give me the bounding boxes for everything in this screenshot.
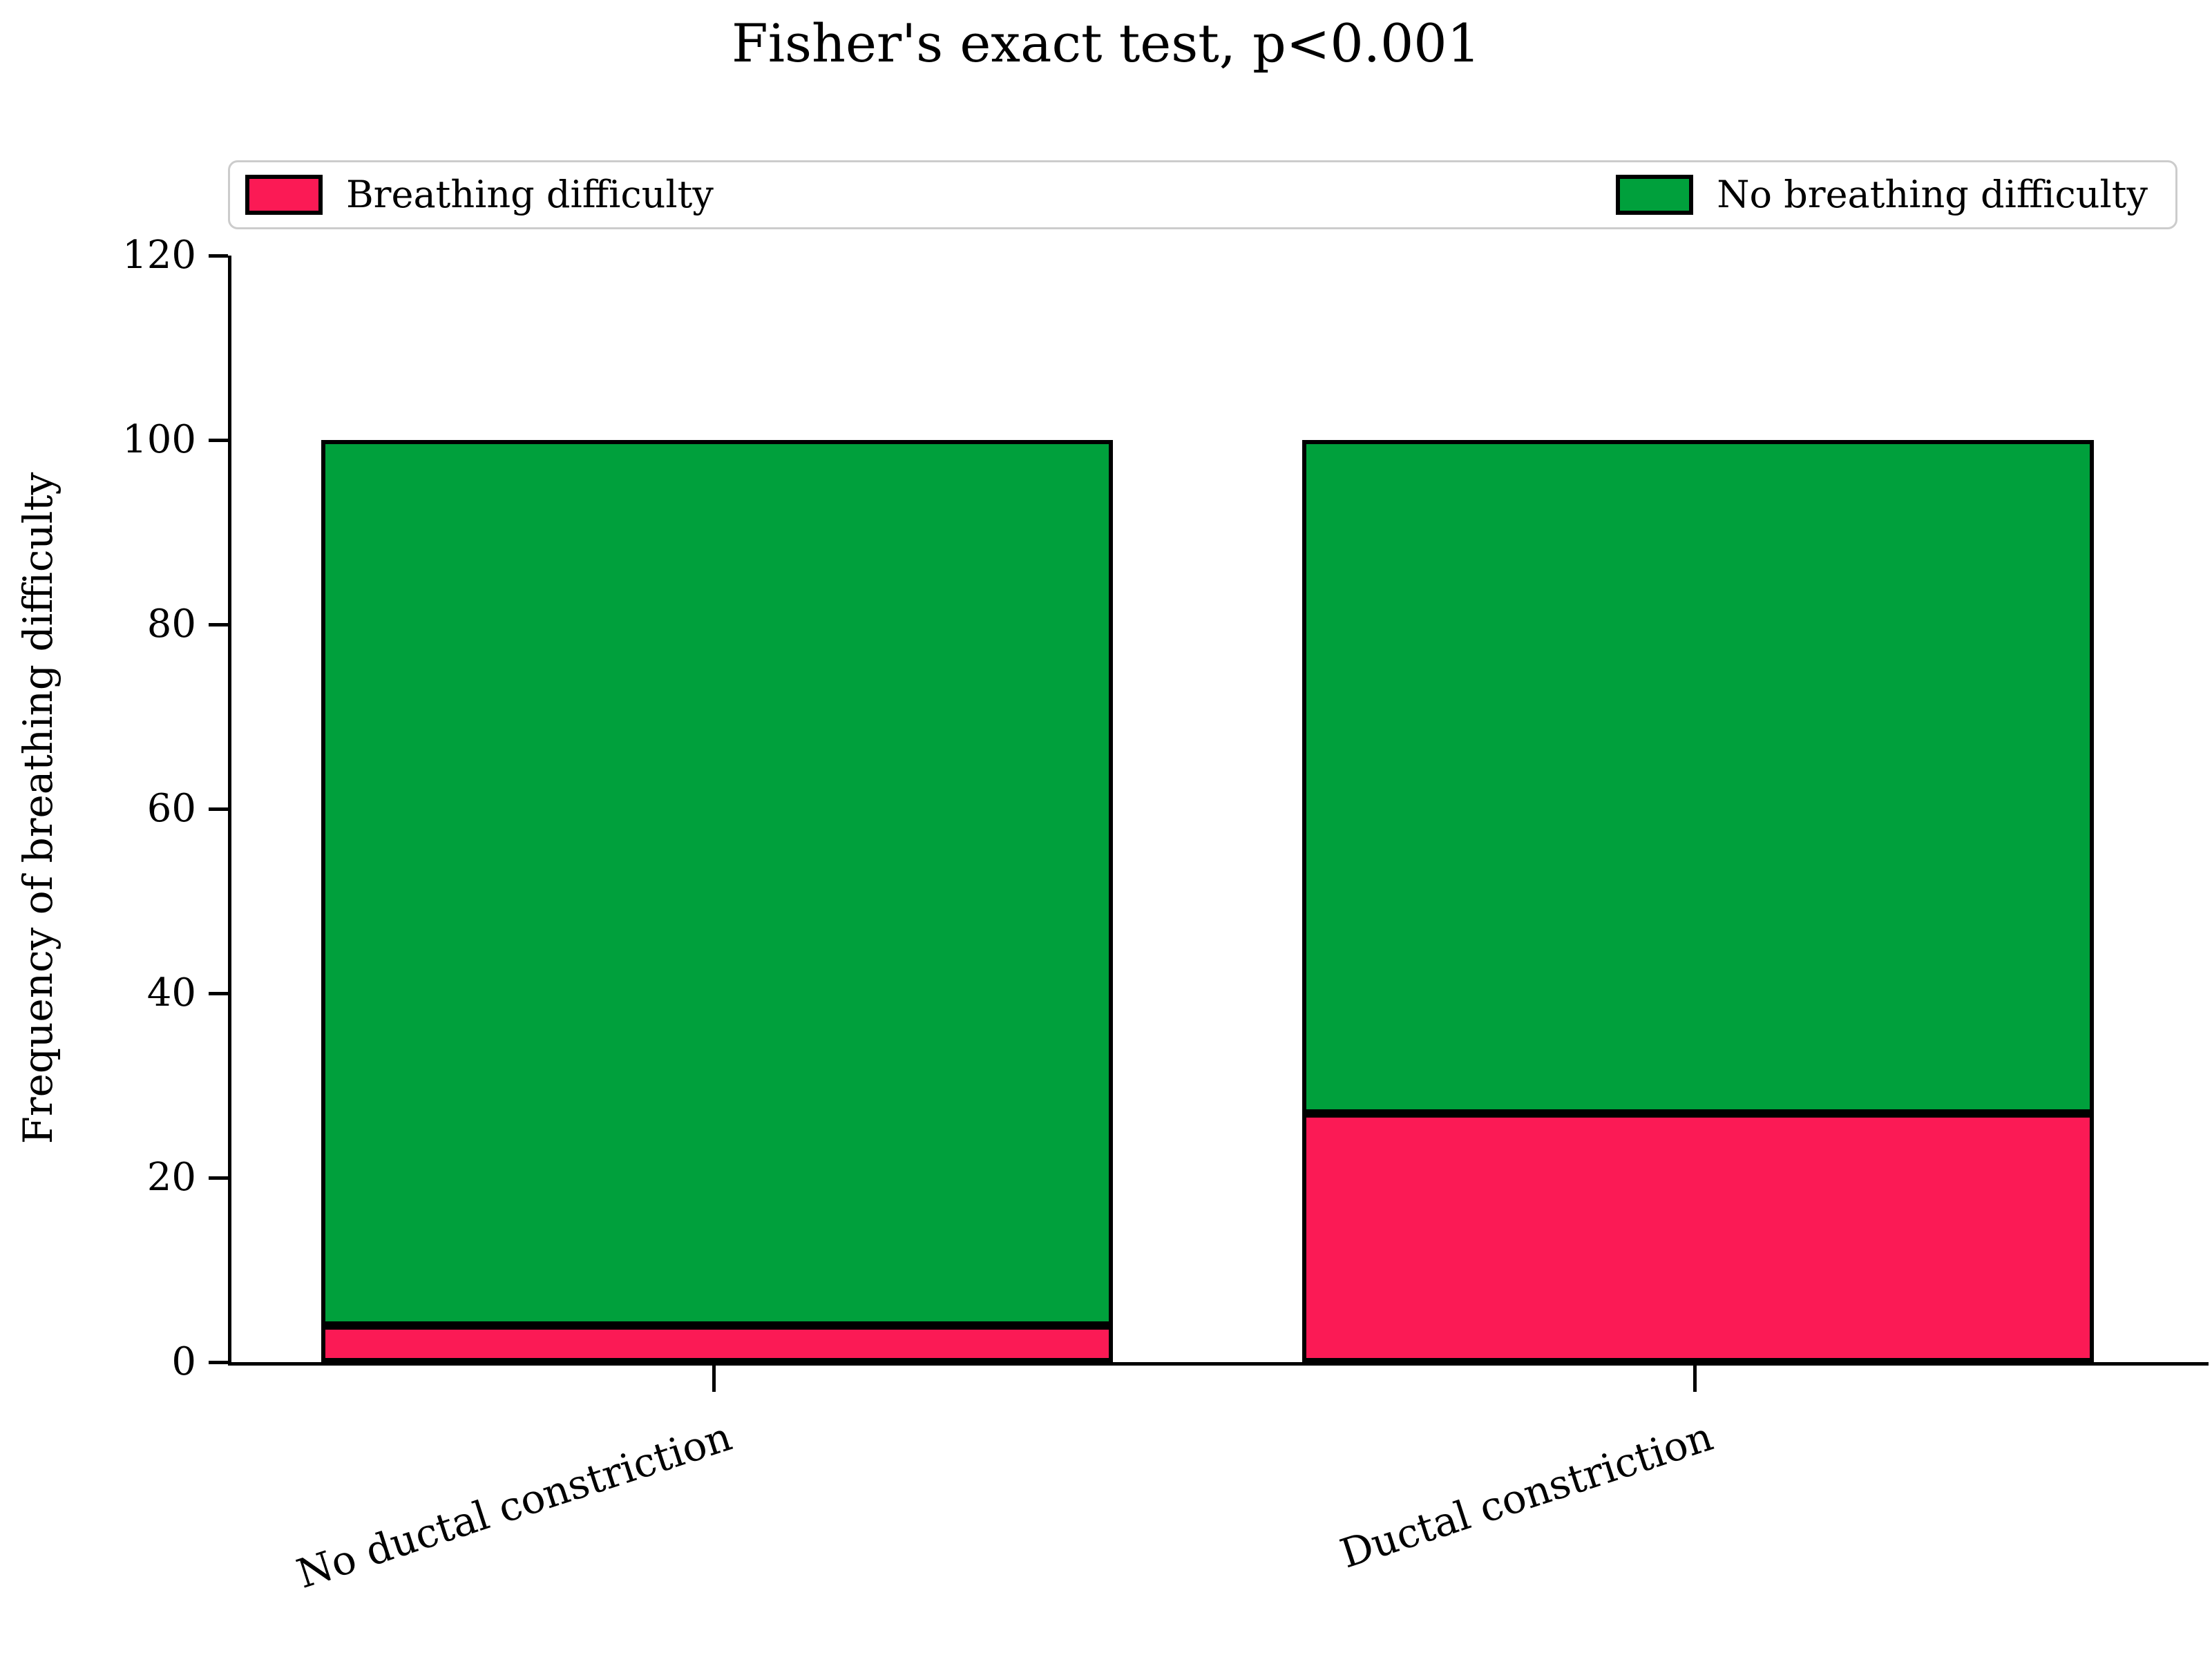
legend-label-breathing-difficulty: Breathing difficulty bbox=[346, 173, 714, 216]
y-tick-label-100: 100 bbox=[122, 417, 196, 462]
y-tick-label-20: 20 bbox=[146, 1155, 196, 1200]
legend-swatch-breathing-difficulty-icon bbox=[245, 175, 323, 215]
y-tick-mark-80 bbox=[209, 623, 228, 626]
y-tick-label-40: 40 bbox=[146, 970, 196, 1015]
legend-item-no-breathing-difficulty: No breathing difficulty bbox=[1616, 175, 2148, 215]
y-tick-mark-120 bbox=[209, 254, 228, 258]
x-tick-label-no-ductal-constriction: No ductal constriction bbox=[291, 1413, 738, 1598]
y-tick-mark-40 bbox=[209, 992, 228, 995]
legend-item-breathing-difficulty: Breathing difficulty bbox=[245, 175, 714, 215]
legend: Breathing difficulty No breathing diffic… bbox=[228, 160, 2177, 229]
y-tick-mark-0 bbox=[209, 1361, 228, 1364]
y-tick-label-60: 60 bbox=[146, 786, 196, 831]
bar-segment-ductal-breathing-difficulty bbox=[1302, 1113, 2094, 1362]
y-tick-mark-100 bbox=[209, 439, 228, 442]
x-tick-mark-1 bbox=[712, 1366, 716, 1392]
y-axis-title: Frequency of breathing difficulty bbox=[15, 472, 61, 1145]
legend-swatch-no-breathing-difficulty-icon bbox=[1616, 175, 1694, 215]
y-tick-mark-60 bbox=[209, 807, 228, 811]
y-tick-mark-20 bbox=[209, 1176, 228, 1180]
plot-area bbox=[228, 256, 2209, 1366]
bar-segment-ductal-no-breathing-difficulty bbox=[1302, 440, 2094, 1113]
x-tick-label-ductal-constriction: Ductal constriction bbox=[1335, 1413, 1719, 1578]
legend-label-no-breathing-difficulty: No breathing difficulty bbox=[1717, 173, 2148, 216]
y-tick-label-80: 80 bbox=[146, 602, 196, 647]
chart-title: Fisher's exact test, p<0.001 bbox=[731, 12, 1481, 74]
x-tick-mark-2 bbox=[1693, 1366, 1697, 1392]
y-tick-label-120: 120 bbox=[122, 233, 196, 278]
bar-segment-no-ductal-breathing-difficulty bbox=[321, 1326, 1113, 1362]
y-tick-label-0: 0 bbox=[171, 1339, 196, 1384]
bar-segment-no-ductal-no-breathing-difficulty bbox=[321, 440, 1113, 1326]
